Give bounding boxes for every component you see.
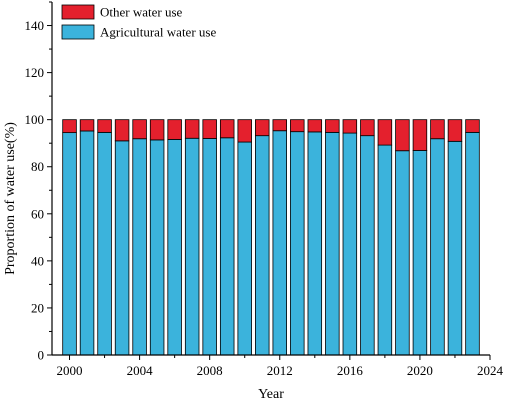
y-tick-label: 0 xyxy=(38,348,45,363)
legend-label-other: Other water use xyxy=(100,5,183,20)
bar-agricultural-2007 xyxy=(184,137,200,356)
bars-group xyxy=(62,119,480,356)
legend-swatch-other xyxy=(61,4,95,20)
bar-agricultural-2022 xyxy=(447,140,463,356)
bar-agricultural-2016 xyxy=(342,132,358,356)
y-tick-label: 40 xyxy=(31,253,44,268)
bar-other-2005 xyxy=(149,119,165,141)
bar-other-2023 xyxy=(465,119,480,133)
bar-other-2002 xyxy=(97,119,112,133)
bar-agricultural-2023 xyxy=(465,131,480,356)
bar-other-2009 xyxy=(219,119,235,139)
bar-agricultural-2004 xyxy=(132,138,147,356)
bar-other-2007 xyxy=(184,119,200,139)
bar-agricultural-2012 xyxy=(272,130,287,356)
x-tick-label: 2024 xyxy=(477,363,504,378)
x-tick-label: 2004 xyxy=(127,363,154,378)
bar-other-2000 xyxy=(62,119,77,134)
bar-agricultural-2009 xyxy=(219,137,235,356)
bar-other-2021 xyxy=(430,119,445,140)
bar-agricultural-2019 xyxy=(395,150,410,356)
bar-agricultural-2002 xyxy=(97,131,112,356)
bar-agricultural-2008 xyxy=(202,138,217,356)
legend-label-agricultural: Agricultural water use xyxy=(100,25,216,40)
y-tick-label: 140 xyxy=(25,18,45,33)
x-tick-label: 2012 xyxy=(267,363,293,378)
bar-agricultural-2011 xyxy=(255,135,270,356)
bar-agricultural-2000 xyxy=(62,132,77,356)
bar-agricultural-2020 xyxy=(412,150,428,356)
bar-other-2008 xyxy=(202,119,217,139)
bar-other-2003 xyxy=(114,119,130,142)
legend: Other water use Agricultural water use xyxy=(61,4,216,40)
bar-agricultural-2017 xyxy=(360,135,375,356)
bar-other-2016 xyxy=(342,119,358,134)
bar-agricultural-2015 xyxy=(325,131,340,356)
bar-other-2019 xyxy=(395,119,410,152)
y-tick-label: 80 xyxy=(31,159,44,174)
bar-other-2001 xyxy=(79,119,95,132)
bar-agricultural-2001 xyxy=(79,130,95,356)
y-axis-title: Proportion of water use(%) xyxy=(3,122,18,275)
bar-agricultural-2014 xyxy=(307,131,323,356)
bar-other-2022 xyxy=(447,119,463,142)
y-tick-label: 120 xyxy=(25,65,45,80)
bar-other-2006 xyxy=(167,119,182,140)
x-tick-label: 2020 xyxy=(407,363,433,378)
bar-agricultural-2010 xyxy=(237,141,252,356)
bar-other-2020 xyxy=(412,119,428,151)
y-tick-label: 20 xyxy=(31,300,44,315)
bar-other-2010 xyxy=(237,119,252,143)
bar-agricultural-2018 xyxy=(377,144,393,356)
bar-agricultural-2003 xyxy=(114,140,130,356)
bar-other-2012 xyxy=(272,119,287,132)
y-tick-label: 60 xyxy=(31,206,44,221)
x-tick-label: 2016 xyxy=(337,363,364,378)
bar-agricultural-2013 xyxy=(290,131,305,356)
legend-swatch-agricultural xyxy=(61,24,95,40)
bar-other-2004 xyxy=(132,119,147,140)
bar-other-2011 xyxy=(255,119,270,137)
bar-agricultural-2006 xyxy=(167,139,182,356)
bar-agricultural-2005 xyxy=(149,139,165,356)
bar-other-2017 xyxy=(360,119,375,137)
bar-agricultural-2021 xyxy=(430,138,445,356)
bar-other-2014 xyxy=(307,119,323,133)
x-axis-title: Year xyxy=(258,387,284,402)
axes-group: 0 20 40 60 80 100 120 140 2000 2004 2008 2012 2016 20… xyxy=(25,1,504,378)
y-tick-label: 100 xyxy=(25,112,45,127)
x-tick-label: 2000 xyxy=(57,363,83,378)
bar-other-2018 xyxy=(377,119,393,146)
bar-other-2013 xyxy=(290,119,305,133)
bar-other-2015 xyxy=(325,119,340,133)
x-tick-label: 2008 xyxy=(197,363,223,378)
